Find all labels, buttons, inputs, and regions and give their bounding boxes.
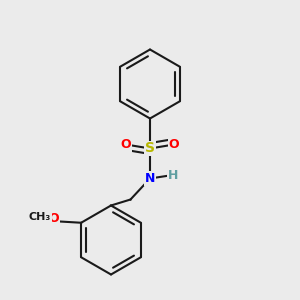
Text: O: O (49, 212, 59, 225)
Text: CH₃: CH₃ (29, 212, 51, 222)
Text: O: O (169, 138, 179, 152)
Text: S: S (145, 142, 155, 155)
Text: H: H (168, 169, 178, 182)
Text: N: N (145, 172, 155, 185)
Text: O: O (121, 138, 131, 152)
